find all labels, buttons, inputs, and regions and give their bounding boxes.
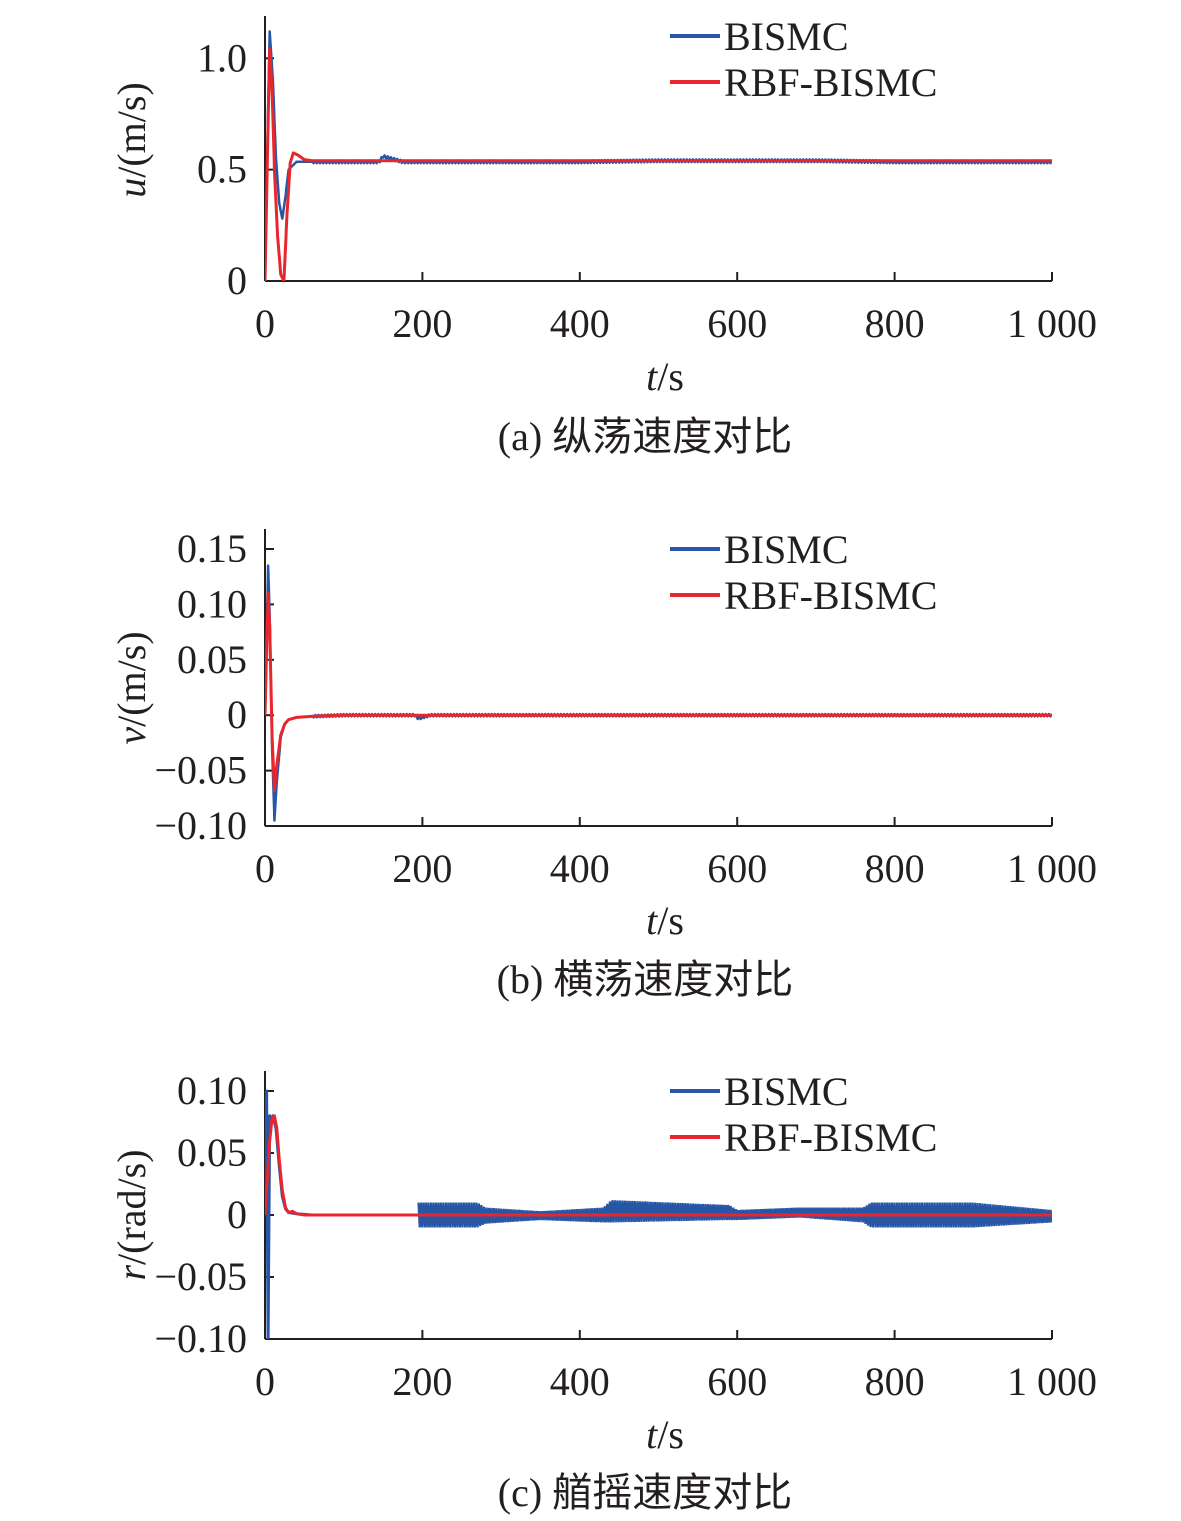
x-tick-label: 200	[392, 1359, 452, 1404]
y-axis-unit: /(rad/s)	[109, 1149, 154, 1265]
x-axis-unit: /s	[657, 1412, 684, 1457]
x-axis-title: t/s	[646, 1412, 684, 1457]
panel-caption: (b) 横荡速度对比	[497, 957, 794, 1002]
x-tick-label: 0	[255, 301, 275, 346]
y-tick-label: 0.5	[197, 147, 247, 192]
y-tick-label: 1.0	[197, 35, 247, 80]
series-layer	[265, 30, 1052, 281]
x-tick-label: 200	[392, 846, 452, 891]
x-axis-unit: /s	[657, 898, 684, 943]
y-axis-title: v/(m/s)	[109, 631, 154, 744]
legend-label-rbf-bismc: RBF-BISMC	[724, 60, 937, 105]
legend-label-bismc: BISMC	[724, 1069, 849, 1114]
y-axis-unit: /(m/s)	[109, 631, 154, 727]
y-tick-label: 0	[227, 1192, 247, 1237]
y-axis-variable: u	[109, 178, 154, 198]
y-axis-variable: r	[109, 1265, 154, 1281]
legend-label-bismc: BISMC	[724, 14, 849, 59]
legend-label-rbf-bismc: RBF-BISMC	[724, 1115, 937, 1160]
x-tick-label: 800	[865, 846, 925, 891]
panel-caption: (c) 艏摇速度对比	[498, 1470, 792, 1515]
x-axis-unit: /s	[657, 354, 684, 399]
plot-area: 0 200 400 600 800 1 000 −0.10 −0.05 0 0.05 0.10 BIS…	[154, 1068, 1097, 1404]
x-tick-label: 0	[255, 846, 275, 891]
x-tick-label: 600	[707, 846, 767, 891]
y-tick-label: −0.10	[154, 1316, 247, 1361]
y-axis-variable: v	[109, 727, 154, 745]
x-tick-label: 600	[707, 301, 767, 346]
y-axis-title: r/(rad/s)	[109, 1149, 154, 1280]
legend-label-bismc: BISMC	[724, 527, 849, 572]
panel-c-yaw-velocity: 0 200 400 600 800 1 000 −0.10 −0.05 0 0.05 0.10 BIS…	[109, 1068, 1097, 1515]
x-axis-title: t/s	[646, 354, 684, 399]
x-tick-label: 1 000	[1007, 301, 1097, 346]
panel-b-sway-velocity: 0 200 400 600 800 1 000 −0.10 −0.05 0 0.05 0.10 0.1…	[109, 526, 1097, 1002]
y-tick-label: 0.10	[177, 581, 247, 626]
y-axis-title: u/(m/s)	[109, 82, 154, 198]
x-tick-label: 0	[255, 1359, 275, 1404]
x-axis-variable: t	[646, 898, 658, 943]
y-tick-label: 0.05	[177, 1130, 247, 1175]
y-tick-label: −0.05	[154, 1254, 247, 1299]
x-tick-label: 800	[865, 301, 925, 346]
x-tick-label: 600	[707, 1359, 767, 1404]
y-tick-label: 0.05	[177, 637, 247, 682]
series-layer	[265, 564, 1052, 822]
series-layer	[265, 1089, 1052, 1339]
y-tick-label: −0.05	[154, 748, 247, 793]
y-tick-label: 0	[227, 692, 247, 737]
x-tick-label: 1 000	[1007, 1359, 1097, 1404]
x-tick-label: 400	[550, 301, 610, 346]
x-axis-variable: t	[646, 354, 658, 399]
y-tick-label: 0.10	[177, 1068, 247, 1113]
x-tick-label: 800	[865, 1359, 925, 1404]
x-tick-label: 400	[550, 846, 610, 891]
series-line-rbf-bismc	[265, 591, 1052, 792]
plot-area: 0 200 400 600 800 1 000 −0.10 −0.05 0 0.05 0.10 0.1…	[154, 526, 1097, 891]
x-axis-title: t/s	[646, 898, 684, 943]
x-tick-label: 200	[392, 301, 452, 346]
x-tick-label: 400	[550, 1359, 610, 1404]
y-tick-label: 0.15	[177, 526, 247, 571]
series-line-rbf-bismc	[265, 47, 1052, 281]
x-tick-label: 1 000	[1007, 846, 1097, 891]
panel-caption: (a) 纵荡速度对比	[498, 414, 792, 459]
y-axis-unit: /(m/s)	[109, 82, 154, 178]
series-line-rbf-bismc	[265, 1114, 1052, 1217]
y-tick-label: 0	[227, 258, 247, 303]
y-tick-label: −0.10	[154, 803, 247, 848]
legend-label-rbf-bismc: RBF-BISMC	[724, 573, 937, 618]
x-axis-variable: t	[646, 1412, 658, 1457]
